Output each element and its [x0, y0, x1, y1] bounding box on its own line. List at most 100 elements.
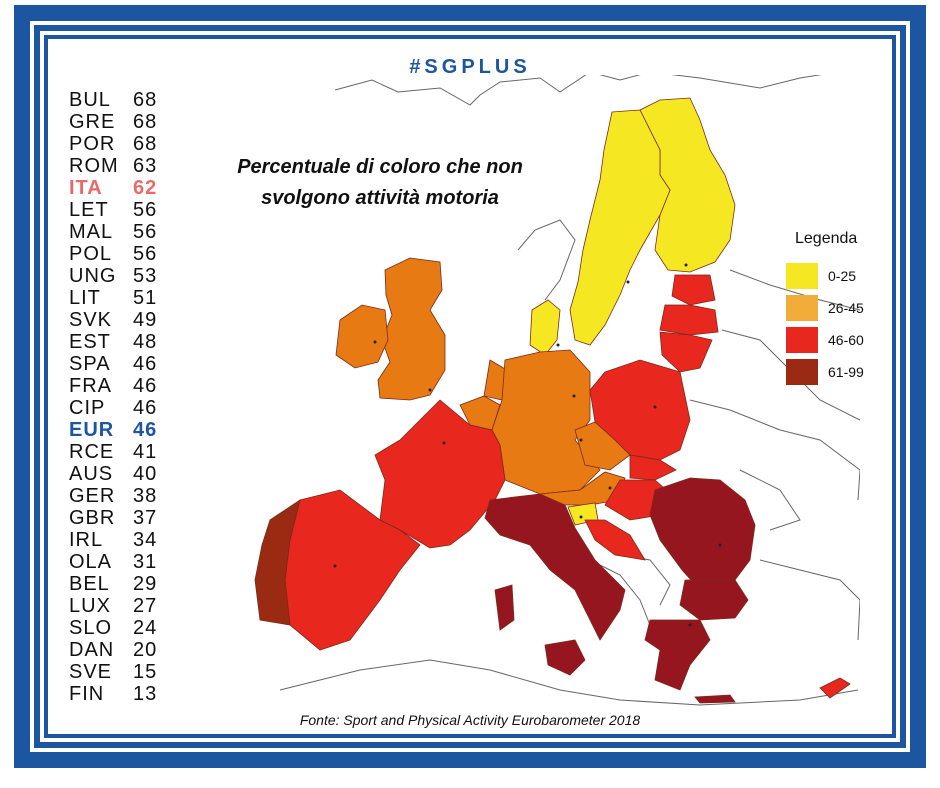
title-line: Percentuale di coloro che non	[237, 156, 523, 178]
ranking-row: ITA 62	[69, 177, 157, 199]
ranking-row: SVK 49	[69, 309, 157, 331]
slovakia-shape	[629, 454, 677, 481]
ranking-row: AUS 40	[69, 463, 157, 485]
country-value: 41	[133, 441, 158, 463]
russia-outline	[729, 269, 860, 311]
content-panel	[48, 39, 892, 734]
outer-frame	[14, 5, 926, 768]
country-ranking: BUL 68 GRE 68 POR 68 ROM 63 ITA 62 LET 56 MAL 56 POL 56…	[69, 89, 157, 705]
eu-countries	[254, 97, 851, 704]
country-code: AUS	[69, 463, 114, 485]
cyprus-shape	[819, 677, 851, 699]
country-code: RCE	[69, 441, 115, 463]
lithuania-shape	[659, 331, 713, 373]
legend-swatch	[786, 359, 818, 385]
ranking-row: CIP 46	[69, 397, 157, 419]
country-code: LUX	[69, 595, 111, 617]
country-value: 68	[133, 133, 158, 155]
title-line: svolgono attività motoria	[261, 187, 499, 209]
ranking-row: GER 38	[69, 485, 157, 507]
legend-item: 61-99	[786, 356, 896, 388]
ranking-row: RCE 41	[69, 441, 157, 463]
ireland-shape	[335, 304, 389, 369]
ranking-row: LUX 27	[69, 595, 157, 617]
country-code: SVK	[69, 309, 113, 331]
country-code: SPA	[69, 353, 111, 375]
italy-shape	[484, 493, 626, 641]
legend-label: 61-99	[828, 364, 864, 380]
country-value: 56	[133, 243, 158, 265]
country-value: 56	[133, 199, 158, 221]
ranking-row: SLO 24	[69, 617, 157, 639]
country-value: 29	[133, 573, 158, 595]
ukraine-outline	[689, 399, 860, 501]
norway-outline	[517, 219, 576, 301]
country-code: MAL	[69, 221, 114, 243]
country-code: EST	[69, 331, 111, 353]
legend-swatch	[786, 263, 818, 289]
country-code: UNG	[69, 265, 117, 287]
country-value: 46	[133, 353, 158, 375]
country-code: GBR	[69, 507, 116, 529]
legend-item: 0-25	[786, 260, 896, 292]
bulgaria-shape	[679, 579, 749, 621]
country-value: 46	[133, 397, 158, 419]
sicily-shape	[544, 639, 586, 676]
latvia-shape	[659, 304, 719, 336]
brand-title: #SGPLUS	[409, 56, 531, 78]
country-value: 27	[133, 595, 158, 617]
romania-shape	[649, 477, 756, 591]
legend-title: Legenda	[795, 230, 858, 247]
country-value: 20	[133, 639, 158, 661]
ranking-row: POL 56	[69, 243, 157, 265]
country-value: 38	[133, 485, 158, 507]
non-eu-outlines	[279, 75, 860, 706]
france-shape	[374, 399, 506, 549]
country-code: GER	[69, 485, 116, 507]
ranking-row: UNG 53	[69, 265, 157, 287]
country-value: 68	[133, 89, 158, 111]
country-value: 24	[133, 617, 158, 639]
capital-dots	[333, 263, 722, 627]
country-code: SVE	[69, 661, 113, 683]
country-value: 40	[133, 463, 158, 485]
ranking-row: IRL 34	[69, 529, 157, 551]
country-value: 31	[133, 551, 158, 573]
country-code: DAN	[69, 639, 115, 661]
country-code: SLO	[69, 617, 113, 639]
ranking-row: MAL 56	[69, 221, 157, 243]
country-code: BUL	[69, 89, 111, 111]
country-value: 48	[133, 331, 158, 353]
country-value: 46	[133, 419, 158, 441]
country-value: 34	[133, 529, 158, 551]
country-code: LIT	[69, 287, 101, 309]
arctic-outline	[334, 77, 561, 106]
moldova-outline	[739, 469, 801, 531]
legend-label: 26-45	[828, 300, 864, 316]
germany-shape	[491, 349, 601, 495]
country-value: 46	[133, 375, 158, 397]
country-value: 62	[133, 177, 158, 199]
ranking-row: SPA 46	[69, 353, 157, 375]
balkans-outline	[589, 559, 651, 626]
ranking-row: LIT 51	[69, 287, 157, 309]
country-code: POR	[69, 133, 116, 155]
estonia-shape	[671, 274, 716, 306]
north-africa-outline	[559, 689, 859, 706]
legend-swatch	[786, 327, 818, 353]
ranking-row: BEL 29	[69, 573, 157, 595]
ranking-row: EST 48	[69, 331, 157, 353]
legend: Legenda 0-25 26-45 46-60 61-99	[786, 230, 896, 388]
country-code: EUR	[69, 419, 115, 441]
portugal-shape	[254, 499, 301, 626]
greece-shape	[644, 619, 711, 691]
ranking-row: FRA 46	[69, 375, 157, 397]
legend-swatch	[786, 295, 818, 321]
croatia-shape	[584, 519, 646, 561]
country-code: OLA	[69, 551, 113, 573]
country-code: ITA	[69, 177, 103, 199]
ranking-row: GBR 37	[69, 507, 157, 529]
arctic-outline	[559, 75, 822, 93]
country-value: 63	[133, 155, 158, 177]
country-code: FRA	[69, 375, 112, 397]
